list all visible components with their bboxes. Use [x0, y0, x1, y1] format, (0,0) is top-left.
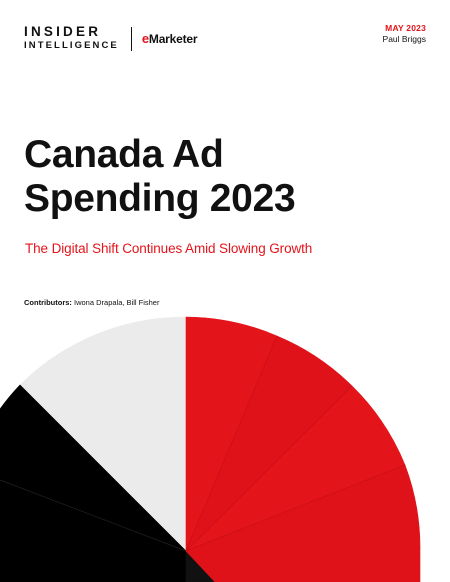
report-title-line-2: Spending 2023 — [24, 177, 296, 220]
pie-slice-red-3 — [185, 385, 406, 552]
insider-intelligence-logo: INSIDER INTELLIGENCE — [24, 25, 119, 52]
pie-slice-black-3 — [185, 550, 216, 582]
report-date: MAY 2023 — [385, 23, 426, 33]
pie-slice-red-2 — [185, 335, 353, 552]
logo-divider — [130, 26, 132, 51]
emarketer-name: Marketer — [148, 31, 198, 46]
report-title-line-1: Canada Ad — [24, 133, 224, 176]
logo-block: INSIDER INTELLIGENCE e Marketer — [24, 25, 198, 52]
pie-separator-2 — [185, 385, 353, 552]
pie-slice-gray — [19, 316, 187, 552]
contributors-line: Contributors: Iwona Drapala, Bill Fisher — [24, 298, 159, 307]
pie-slice-black-2 — [0, 479, 187, 582]
pie-slice-red-4 — [185, 464, 421, 582]
contributors-names: Iwona Drapala, Bill Fisher — [71, 298, 160, 307]
pie-separator-1 — [185, 335, 278, 552]
emarketer-logo: e Marketer — [141, 31, 198, 46]
report-subtitle: The Digital Shift Continues Amid Slowing… — [25, 241, 313, 256]
pie-slice-red-1 — [185, 316, 278, 552]
emarketer-e-mark: e — [141, 31, 149, 46]
pie-separator-3 — [185, 464, 406, 552]
brand-line-2: INTELLIGENCE — [24, 40, 119, 51]
report-meta: MAY 2023 Paul Briggs — [383, 23, 426, 45]
report-author: Paul Briggs — [382, 34, 426, 44]
brand-line-1: INSIDER — [24, 24, 102, 39]
pie-slice-black-1 — [0, 384, 187, 552]
report-title: Canada Ad Spending 2023 — [24, 133, 296, 221]
pie-separator-4 — [0, 479, 187, 552]
contributors-label: Contributors: — [24, 298, 72, 307]
